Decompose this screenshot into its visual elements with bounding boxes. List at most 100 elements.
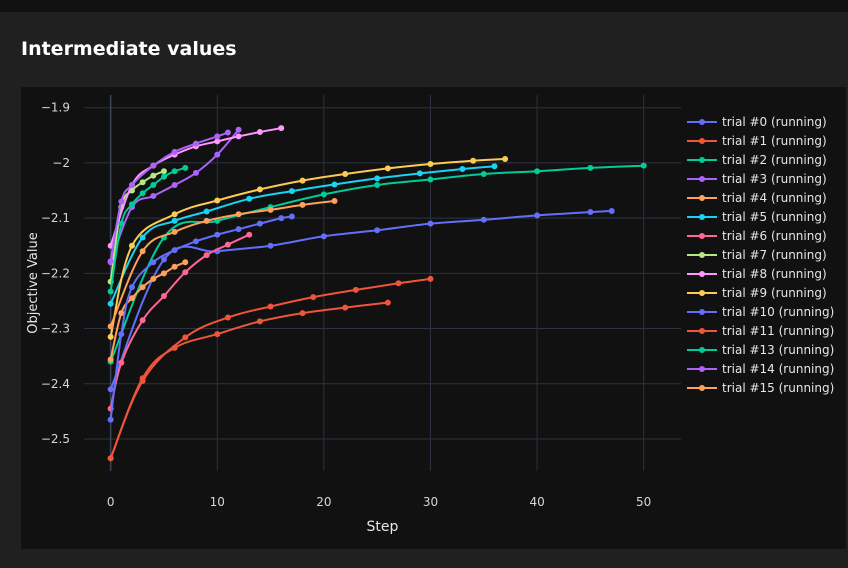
series-line[interactable]: [109, 164, 644, 363]
data-point[interactable]: [128, 181, 135, 188]
data-point[interactable]: [256, 186, 263, 193]
data-point[interactable]: [331, 181, 338, 188]
data-point[interactable]: [139, 317, 146, 324]
data-point[interactable]: [299, 201, 306, 208]
data-point[interactable]: [427, 220, 434, 227]
legend-item[interactable]: trial #1 (running): [687, 134, 827, 148]
series-trial-10[interactable]: [107, 213, 295, 423]
data-point[interactable]: [150, 172, 157, 179]
data-point[interactable]: [352, 286, 359, 293]
data-point[interactable]: [427, 161, 434, 168]
data-point[interactable]: [118, 198, 125, 205]
data-point[interactable]: [182, 259, 189, 266]
data-point[interactable]: [374, 227, 381, 234]
data-point[interactable]: [256, 220, 263, 227]
data-point[interactable]: [171, 228, 178, 235]
legend-item[interactable]: trial #0 (running): [687, 115, 827, 129]
series-trial-12[interactable]: [107, 164, 189, 295]
legend-item[interactable]: trial #13 (running): [687, 343, 834, 357]
data-point[interactable]: [416, 170, 423, 177]
data-point[interactable]: [470, 157, 477, 164]
data-point[interactable]: [107, 300, 114, 307]
data-point[interactable]: [331, 198, 338, 205]
legend-item[interactable]: trial #4 (running): [687, 191, 827, 205]
data-point[interactable]: [139, 234, 146, 241]
data-point[interactable]: [171, 181, 178, 188]
data-point[interactable]: [320, 191, 327, 198]
data-point[interactable]: [171, 148, 178, 155]
series-trial-13[interactable]: [107, 129, 231, 265]
data-point[interactable]: [171, 168, 178, 175]
data-point[interactable]: [342, 170, 349, 177]
data-point[interactable]: [118, 310, 125, 317]
data-point[interactable]: [118, 220, 125, 227]
data-point[interactable]: [118, 359, 125, 366]
data-point[interactable]: [384, 165, 391, 172]
data-point[interactable]: [182, 164, 189, 171]
data-point[interactable]: [288, 188, 295, 195]
intermediate-values-chart[interactable]: −2.5 −2.4 −2.3 −2.2 −2.1 −2 −1.9 0 10 20 30 40 50 Ste…: [21, 87, 846, 549]
data-point[interactable]: [480, 216, 487, 223]
data-point[interactable]: [214, 138, 221, 145]
data-point[interactable]: [203, 217, 210, 224]
data-point[interactable]: [107, 455, 114, 462]
data-point[interactable]: [256, 318, 263, 325]
data-point[interactable]: [502, 156, 509, 163]
data-point[interactable]: [150, 162, 157, 169]
series-trial-4[interactable]: [107, 259, 189, 363]
data-point[interactable]: [299, 177, 306, 184]
data-point[interactable]: [374, 181, 381, 188]
data-point[interactable]: [235, 133, 242, 140]
data-point[interactable]: [224, 314, 231, 321]
series-trial-11[interactable]: [107, 299, 391, 462]
data-point[interactable]: [160, 173, 167, 180]
data-point[interactable]: [299, 310, 306, 317]
data-point[interactable]: [107, 258, 114, 265]
data-point[interactable]: [224, 241, 231, 248]
data-point[interactable]: [150, 259, 157, 266]
data-point[interactable]: [203, 208, 210, 215]
data-point[interactable]: [160, 256, 167, 263]
data-point[interactable]: [235, 126, 242, 133]
data-point[interactable]: [278, 215, 285, 222]
data-point[interactable]: [171, 263, 178, 270]
data-point[interactable]: [171, 211, 178, 218]
data-point[interactable]: [150, 193, 157, 200]
data-point[interactable]: [491, 163, 498, 170]
data-point[interactable]: [107, 323, 114, 330]
data-point[interactable]: [320, 233, 327, 240]
data-point[interactable]: [278, 125, 285, 132]
data-point[interactable]: [224, 129, 231, 136]
data-point[interactable]: [214, 231, 221, 238]
data-point[interactable]: [139, 190, 146, 197]
data-point[interactable]: [192, 140, 199, 147]
data-point[interactable]: [256, 128, 263, 135]
data-point[interactable]: [214, 133, 221, 140]
data-point[interactable]: [128, 201, 135, 208]
data-point[interactable]: [128, 242, 135, 249]
data-point[interactable]: [587, 164, 594, 171]
data-point[interactable]: [427, 275, 434, 282]
data-point[interactable]: [246, 231, 253, 238]
data-point[interactable]: [288, 213, 295, 220]
data-point[interactable]: [107, 288, 114, 295]
data-point[interactable]: [480, 170, 487, 177]
data-point[interactable]: [160, 292, 167, 299]
legend-item[interactable]: trial #5 (running): [687, 210, 827, 224]
legend-item[interactable]: trial #10 (running): [687, 305, 834, 319]
legend-item[interactable]: trial #11 (running): [687, 324, 834, 338]
data-point[interactable]: [608, 207, 615, 214]
data-point[interactable]: [203, 252, 210, 259]
data-point[interactable]: [160, 270, 167, 277]
data-point[interactable]: [128, 284, 135, 291]
data-point[interactable]: [384, 299, 391, 306]
legend-item[interactable]: trial #14 (running): [687, 362, 834, 376]
data-point[interactable]: [214, 197, 221, 204]
data-point[interactable]: [534, 168, 541, 175]
data-point[interactable]: [139, 179, 146, 186]
data-point[interactable]: [235, 211, 242, 218]
data-point[interactable]: [107, 333, 114, 340]
data-point[interactable]: [374, 175, 381, 182]
data-point[interactable]: [267, 206, 274, 213]
data-point[interactable]: [459, 165, 466, 172]
